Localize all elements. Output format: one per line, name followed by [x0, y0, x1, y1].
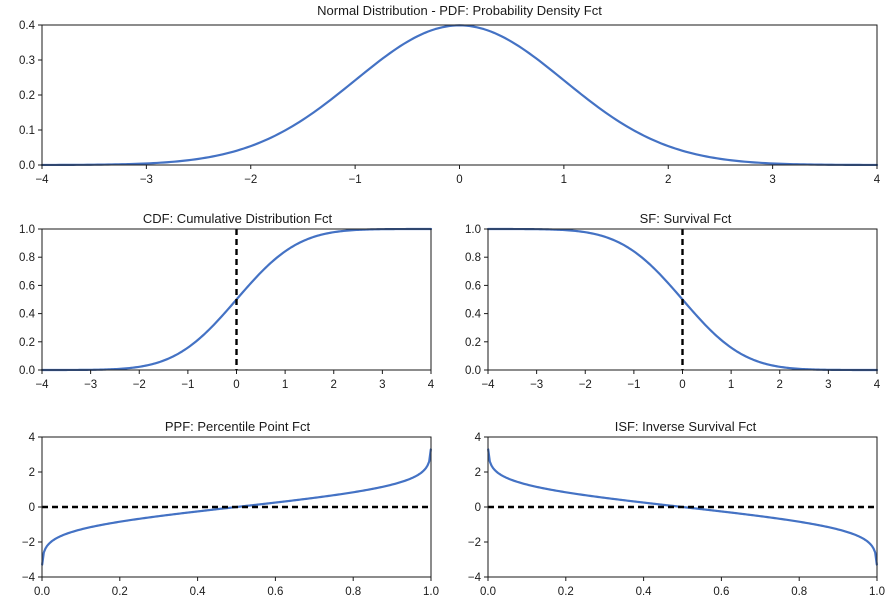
y-tick-label: −4	[468, 572, 482, 584]
x-tick-label: 2	[331, 379, 337, 391]
y-tick-label: 0.3	[19, 55, 35, 67]
y-tick-label: −2	[22, 537, 35, 549]
x-tick-label: 0.2	[112, 586, 128, 598]
x-tick-label: 0.8	[345, 586, 361, 598]
x-tick-label: 0	[233, 379, 239, 391]
y-tick-label: 0.6	[19, 280, 35, 292]
x-tick-label: 4	[874, 174, 881, 186]
x-tick-label: 0.0	[34, 586, 50, 598]
panel-pdf: Normal Distribution - PDF: Probability D…	[19, 3, 881, 186]
x-tick-label: 2	[665, 174, 671, 186]
x-tick-label: 2	[777, 379, 783, 391]
x-tick-label: −4	[35, 174, 49, 186]
y-tick-label: 0.2	[19, 337, 35, 349]
y-tick-label: 0.2	[19, 90, 35, 102]
x-tick-label: 0.2	[558, 586, 574, 598]
y-tick-label: 2	[475, 467, 481, 479]
y-tick-label: −2	[468, 537, 481, 549]
x-tick-label: 0.4	[190, 586, 207, 598]
x-tick-label: 0.8	[791, 586, 807, 598]
y-tick-label: 0	[29, 502, 35, 514]
x-tick-label: 4	[874, 379, 881, 391]
y-tick-label: 0.1	[19, 125, 35, 137]
y-tick-label: 0.2	[465, 337, 481, 349]
x-tick-label: −4	[481, 379, 495, 391]
y-tick-label: 0.6	[465, 280, 481, 292]
x-tick-label: 0	[456, 174, 462, 186]
y-tick-label: 1.0	[465, 224, 481, 236]
y-tick-label: 0.8	[465, 252, 481, 264]
x-tick-label: 1	[282, 379, 288, 391]
x-tick-label: 1	[728, 379, 734, 391]
y-tick-label: 0.8	[19, 252, 35, 264]
y-tick-label: 0	[475, 502, 481, 514]
panel-title: Normal Distribution - PDF: Probability D…	[317, 3, 602, 18]
x-tick-label: −2	[133, 379, 146, 391]
panel-ppf: PPF: Percentile Point Fct 0.0 0.2 0.4 0.6 0.…	[22, 419, 439, 598]
panel-title: SF: Survival Fct	[640, 211, 732, 226]
x-tick-label: −1	[181, 379, 194, 391]
y-tick-label: 4	[29, 432, 36, 444]
y-tick-label: 0.4	[19, 20, 36, 32]
y-tick-label: 0.4	[465, 309, 482, 321]
plot-frame	[41, 24, 878, 166]
x-tick-label: 1.0	[423, 586, 439, 598]
x-tick-label: 4	[428, 379, 435, 391]
y-tick-label: 4	[475, 432, 482, 444]
panel-cdf: CDF: Cumulative Distribution Fct −4 −3 −2 −…	[19, 211, 435, 391]
panel-title: CDF: Cumulative Distribution Fct	[143, 211, 333, 226]
panel-sf: SF: Survival Fct −4 −3 −2 −1 0 1 2 3 4 0.0 0.2 0.4 0…	[465, 211, 881, 391]
x-tick-label: 3	[379, 379, 385, 391]
x-tick-label: 1	[561, 174, 567, 186]
x-tick-label: 1.0	[869, 586, 885, 598]
y-tick-label: −4	[22, 572, 36, 584]
x-tick-label: −1	[627, 379, 640, 391]
x-tick-label: 0	[679, 379, 685, 391]
y-tick-label: 2	[29, 467, 35, 479]
x-tick-label: −3	[140, 174, 153, 186]
x-tick-label: 0.6	[713, 586, 729, 598]
x-tick-label: −4	[35, 379, 49, 391]
x-tick-label: 3	[769, 174, 775, 186]
x-tick-label: 3	[825, 379, 831, 391]
panel-isf: ISF: Inverse Survival Fct 0.0 0.2 0.4 0.6 0.…	[468, 419, 885, 598]
y-tick-label: 1.0	[19, 224, 35, 236]
y-tick-label: 0.0	[19, 160, 35, 172]
panel-title: PPF: Percentile Point Fct	[165, 419, 311, 434]
x-tick-label: 0.6	[267, 586, 283, 598]
x-tick-label: −3	[530, 379, 543, 391]
y-tick-label: 0.4	[19, 309, 36, 321]
series-line	[40, 24, 879, 167]
x-tick-label: −2	[579, 379, 592, 391]
panel-title: ISF: Inverse Survival Fct	[615, 419, 757, 434]
y-tick-label: 0.0	[465, 365, 481, 377]
y-tick-label: 0.0	[19, 365, 35, 377]
x-tick-label: 0.4	[636, 586, 653, 598]
x-tick-label: −1	[349, 174, 362, 186]
x-tick-label: −3	[84, 379, 97, 391]
x-tick-label: −2	[244, 174, 257, 186]
x-tick-label: 0.0	[480, 586, 496, 598]
